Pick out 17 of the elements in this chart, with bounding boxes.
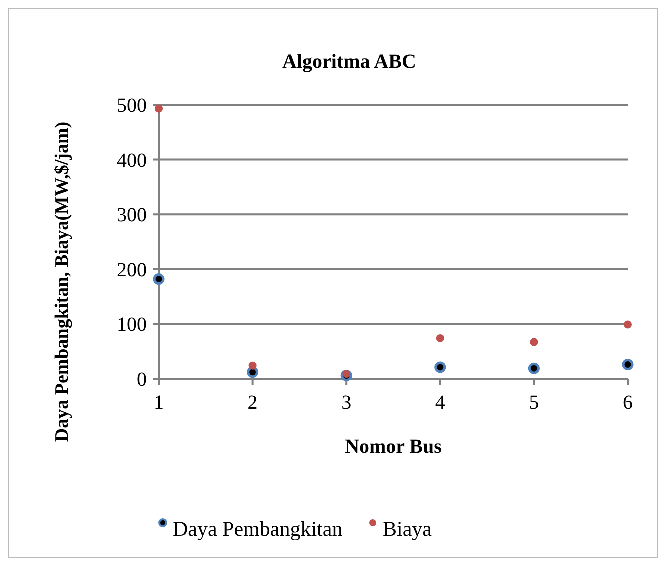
- y-tick-label: 300: [117, 204, 147, 227]
- x-tick-label: 6: [623, 392, 633, 414]
- chart-title: Algoritma ABC: [282, 51, 416, 73]
- x-axis-title: Nomor Bus: [345, 436, 442, 458]
- y-axis-title: Daya Pembangkitan, Biaya(MW,$/jam): [52, 122, 73, 442]
- y-tick-label: 500: [117, 95, 147, 117]
- x-tick-label: 4: [435, 392, 446, 414]
- y-tick-label: 100: [117, 314, 147, 336]
- y-tick-label: 0: [137, 369, 147, 391]
- y-tick-label: 400: [117, 150, 147, 172]
- x-tick-label: 2: [248, 392, 258, 414]
- y-tick-label: 200: [117, 259, 147, 282]
- x-tick-label: 3: [342, 392, 352, 414]
- x-tick-label: 1: [154, 392, 164, 414]
- legend-label: Daya Pembangkitan: [173, 517, 344, 541]
- legend-label: Biaya: [383, 517, 433, 541]
- x-tick-label: 5: [529, 392, 540, 414]
